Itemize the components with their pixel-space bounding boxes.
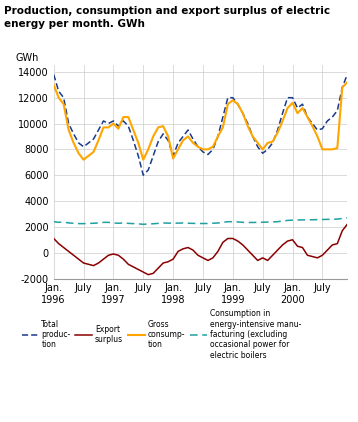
- Legend: Total
produc-
tion, Export
surplus, Gross
consump-
tion, Consumption in
energy-i: Total produc- tion, Export surplus, Gros…: [19, 306, 304, 363]
- Text: GWh: GWh: [15, 53, 39, 63]
- Text: Production, consumption and export surplus of electric
energy per month. GWh: Production, consumption and export surpl…: [4, 6, 330, 29]
